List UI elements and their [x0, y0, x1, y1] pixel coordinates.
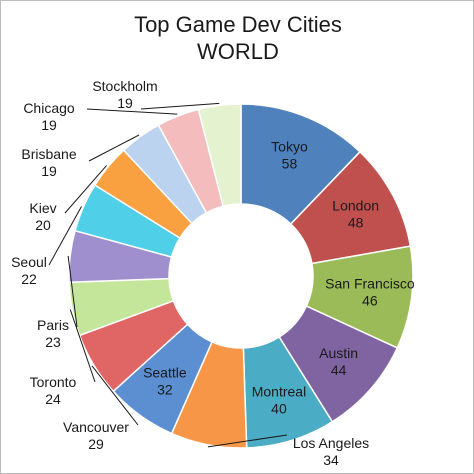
- slice-label-stockholm: Stockholm: [92, 78, 157, 94]
- slice-label-seattle: Seattle: [143, 364, 187, 380]
- slice-label-montreal: Montreal: [252, 383, 306, 399]
- slice-value-austin: 44: [331, 362, 347, 378]
- leader-line-paris: [67, 255, 78, 328]
- leader-line-stockholm: [140, 102, 220, 110]
- slice-label-tokyo: Tokyo: [271, 138, 308, 154]
- slice-value-san-francisco: 46: [362, 293, 378, 309]
- slice-label-kiev: Kiev: [29, 200, 56, 216]
- leader-line-los-angeles: [207, 434, 288, 448]
- slice-label-seoul: Seoul: [11, 254, 47, 270]
- leader-line-chicago: [86, 108, 178, 115]
- leader-line-toronto: [69, 309, 96, 383]
- slice-value-paris: 23: [45, 334, 61, 350]
- slice-label-chicago: Chicago: [23, 100, 75, 116]
- slice-value-toronto: 24: [45, 391, 61, 407]
- slice-value-vancouver: 29: [88, 436, 104, 452]
- slice-value-los-angeles: 34: [323, 452, 339, 468]
- slice-value-montreal: 40: [271, 400, 287, 416]
- slice-label-vancouver: Vancouver: [63, 419, 129, 435]
- slice-label-london: London: [332, 198, 379, 214]
- slice-label-los-angeles: Los Angeles: [293, 435, 369, 451]
- slice-tokyo: [240, 103, 362, 226]
- chart-subtitle: WORLD: [197, 39, 279, 64]
- leader-line-brisbane: [88, 134, 140, 162]
- slice-value-seoul: 22: [21, 271, 37, 287]
- slice-label-brisbane: Brisbane: [21, 146, 76, 162]
- slice-label-san-francisco: San Francisco: [325, 276, 415, 292]
- slice-value-kiev: 20: [35, 217, 51, 233]
- slice-label-toronto: Toronto: [30, 374, 77, 390]
- slice-label-paris: Paris: [37, 317, 69, 333]
- leader-line-vancouver: [91, 365, 139, 426]
- slice-value-chicago: 19: [41, 117, 57, 133]
- leader-line-seoul: [48, 206, 82, 266]
- slice-value-stockholm: 19: [117, 95, 133, 111]
- slice-value-london: 48: [348, 215, 364, 231]
- slice-value-tokyo: 58: [282, 155, 298, 171]
- chart-title: Top Game Dev Cities: [134, 12, 342, 37]
- slice-stockholm: [197, 103, 242, 208]
- slice-label-austin: Austin: [319, 345, 358, 361]
- slice-value-seattle: 32: [157, 381, 173, 397]
- leader-line-kiev: [64, 165, 107, 214]
- slice-value-brisbane: 19: [41, 163, 57, 179]
